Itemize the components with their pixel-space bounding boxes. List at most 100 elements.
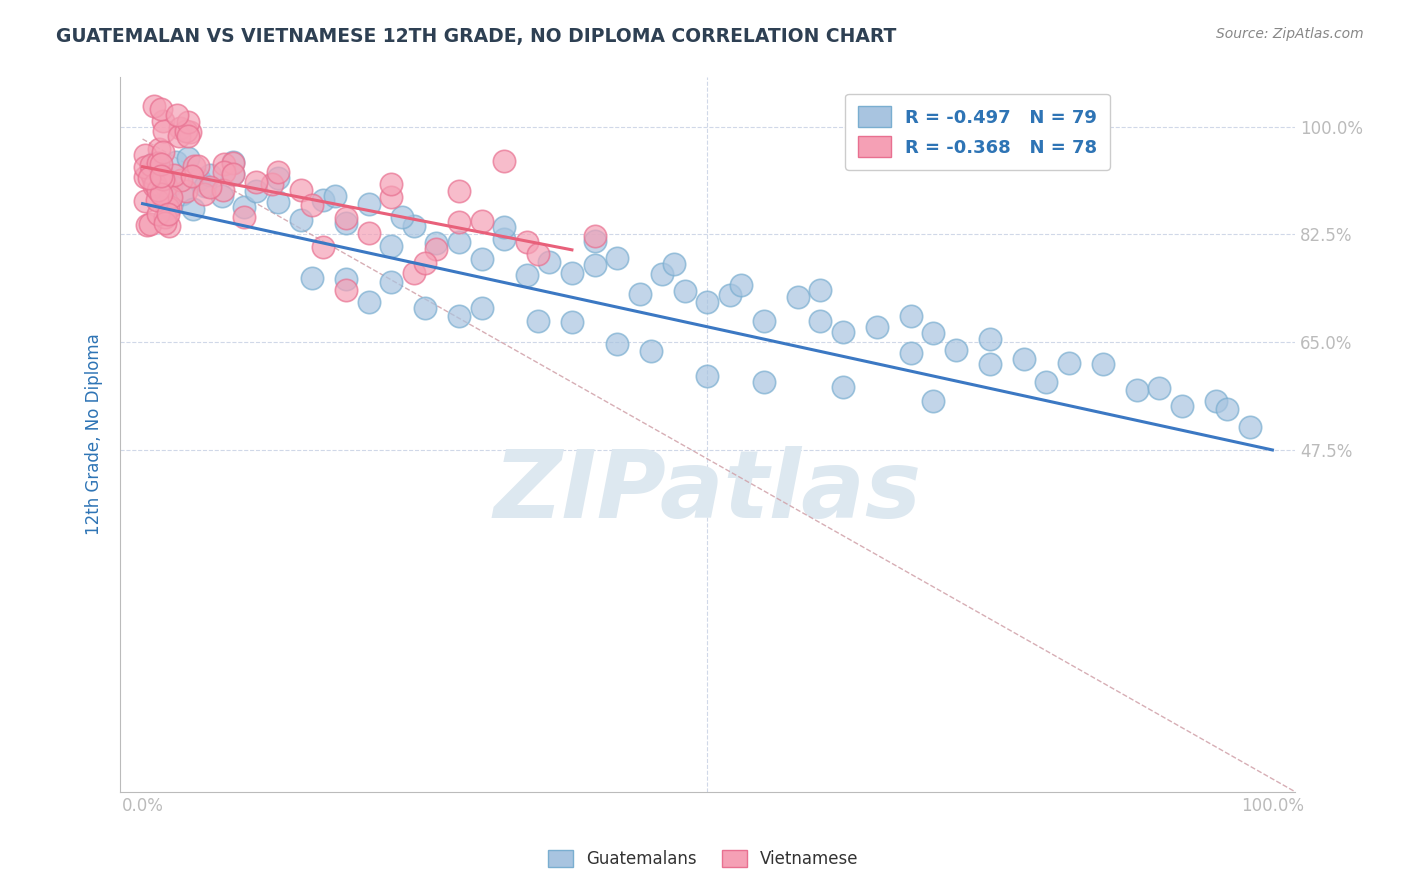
Point bbox=[810, 283, 832, 297]
Point bbox=[143, 179, 166, 194]
Point bbox=[380, 178, 402, 192]
Point bbox=[146, 194, 169, 208]
Point bbox=[1057, 355, 1080, 369]
Point bbox=[166, 108, 188, 122]
Point bbox=[267, 195, 290, 210]
Point bbox=[1149, 381, 1171, 395]
Point bbox=[900, 309, 922, 323]
Point bbox=[136, 218, 159, 232]
Point bbox=[662, 257, 685, 271]
Point bbox=[979, 332, 1001, 346]
Point bbox=[183, 202, 205, 216]
Point bbox=[139, 166, 162, 180]
Point bbox=[174, 124, 197, 138]
Point bbox=[267, 165, 290, 179]
Point bbox=[301, 270, 323, 285]
Point bbox=[142, 99, 165, 113]
Point bbox=[561, 266, 583, 280]
Point bbox=[152, 172, 174, 186]
Point bbox=[832, 325, 855, 339]
Point bbox=[696, 295, 718, 310]
Point bbox=[222, 167, 245, 181]
Point bbox=[152, 145, 174, 160]
Point bbox=[357, 196, 380, 211]
Point bbox=[1205, 393, 1227, 408]
Point bbox=[301, 198, 323, 212]
Point bbox=[1091, 357, 1114, 371]
Point bbox=[167, 129, 190, 144]
Point bbox=[212, 164, 235, 178]
Point bbox=[155, 178, 177, 193]
Point bbox=[149, 187, 172, 202]
Point bbox=[922, 326, 945, 340]
Point bbox=[152, 114, 174, 128]
Point bbox=[290, 212, 312, 227]
Point bbox=[1012, 351, 1035, 366]
Point bbox=[245, 175, 267, 189]
Point bbox=[752, 376, 775, 390]
Point bbox=[148, 163, 170, 178]
Point bbox=[181, 169, 204, 184]
Point bbox=[447, 185, 470, 199]
Point bbox=[640, 344, 662, 359]
Point bbox=[380, 238, 402, 252]
Point bbox=[160, 190, 183, 204]
Point bbox=[335, 283, 357, 297]
Point bbox=[159, 178, 181, 193]
Point bbox=[174, 184, 197, 198]
Point bbox=[233, 210, 256, 224]
Point bbox=[527, 313, 550, 327]
Point bbox=[153, 216, 176, 230]
Point bbox=[730, 277, 752, 292]
Point bbox=[187, 160, 209, 174]
Point bbox=[177, 115, 200, 129]
Text: ZIPatlas: ZIPatlas bbox=[494, 446, 921, 538]
Point bbox=[335, 216, 357, 230]
Point bbox=[212, 157, 235, 171]
Point bbox=[153, 124, 176, 138]
Point bbox=[222, 154, 245, 169]
Point bbox=[402, 219, 425, 233]
Point bbox=[583, 258, 606, 272]
Point bbox=[312, 193, 335, 207]
Point bbox=[177, 128, 200, 143]
Point bbox=[786, 290, 808, 304]
Point bbox=[155, 198, 177, 212]
Point bbox=[163, 169, 186, 183]
Point bbox=[425, 242, 447, 256]
Point bbox=[290, 183, 312, 197]
Point bbox=[134, 194, 156, 208]
Point bbox=[245, 185, 267, 199]
Point bbox=[139, 217, 162, 231]
Point bbox=[583, 228, 606, 243]
Point bbox=[211, 189, 233, 203]
Point bbox=[138, 170, 160, 185]
Point bbox=[470, 252, 492, 266]
Point bbox=[673, 284, 696, 298]
Point bbox=[527, 247, 550, 261]
Point bbox=[494, 220, 516, 235]
Point bbox=[149, 169, 172, 183]
Text: Source: ZipAtlas.com: Source: ZipAtlas.com bbox=[1216, 27, 1364, 41]
Point bbox=[447, 309, 470, 323]
Point bbox=[148, 142, 170, 156]
Point bbox=[516, 268, 538, 282]
Point bbox=[222, 167, 245, 181]
Point bbox=[200, 180, 222, 194]
Point bbox=[413, 301, 436, 316]
Point bbox=[606, 337, 628, 351]
Point bbox=[335, 211, 357, 225]
Point bbox=[583, 234, 606, 248]
Point bbox=[150, 169, 173, 183]
Point bbox=[142, 156, 165, 170]
Point bbox=[945, 343, 967, 358]
Point bbox=[1126, 383, 1149, 397]
Point bbox=[157, 219, 180, 233]
Point bbox=[142, 171, 165, 186]
Point bbox=[494, 154, 516, 169]
Point bbox=[159, 200, 181, 214]
Text: GUATEMALAN VS VIETNAMESE 12TH GRADE, NO DIPLOMA CORRELATION CHART: GUATEMALAN VS VIETNAMESE 12TH GRADE, NO … bbox=[56, 27, 897, 45]
Point bbox=[628, 286, 651, 301]
Point bbox=[312, 240, 335, 254]
Point bbox=[494, 232, 516, 246]
